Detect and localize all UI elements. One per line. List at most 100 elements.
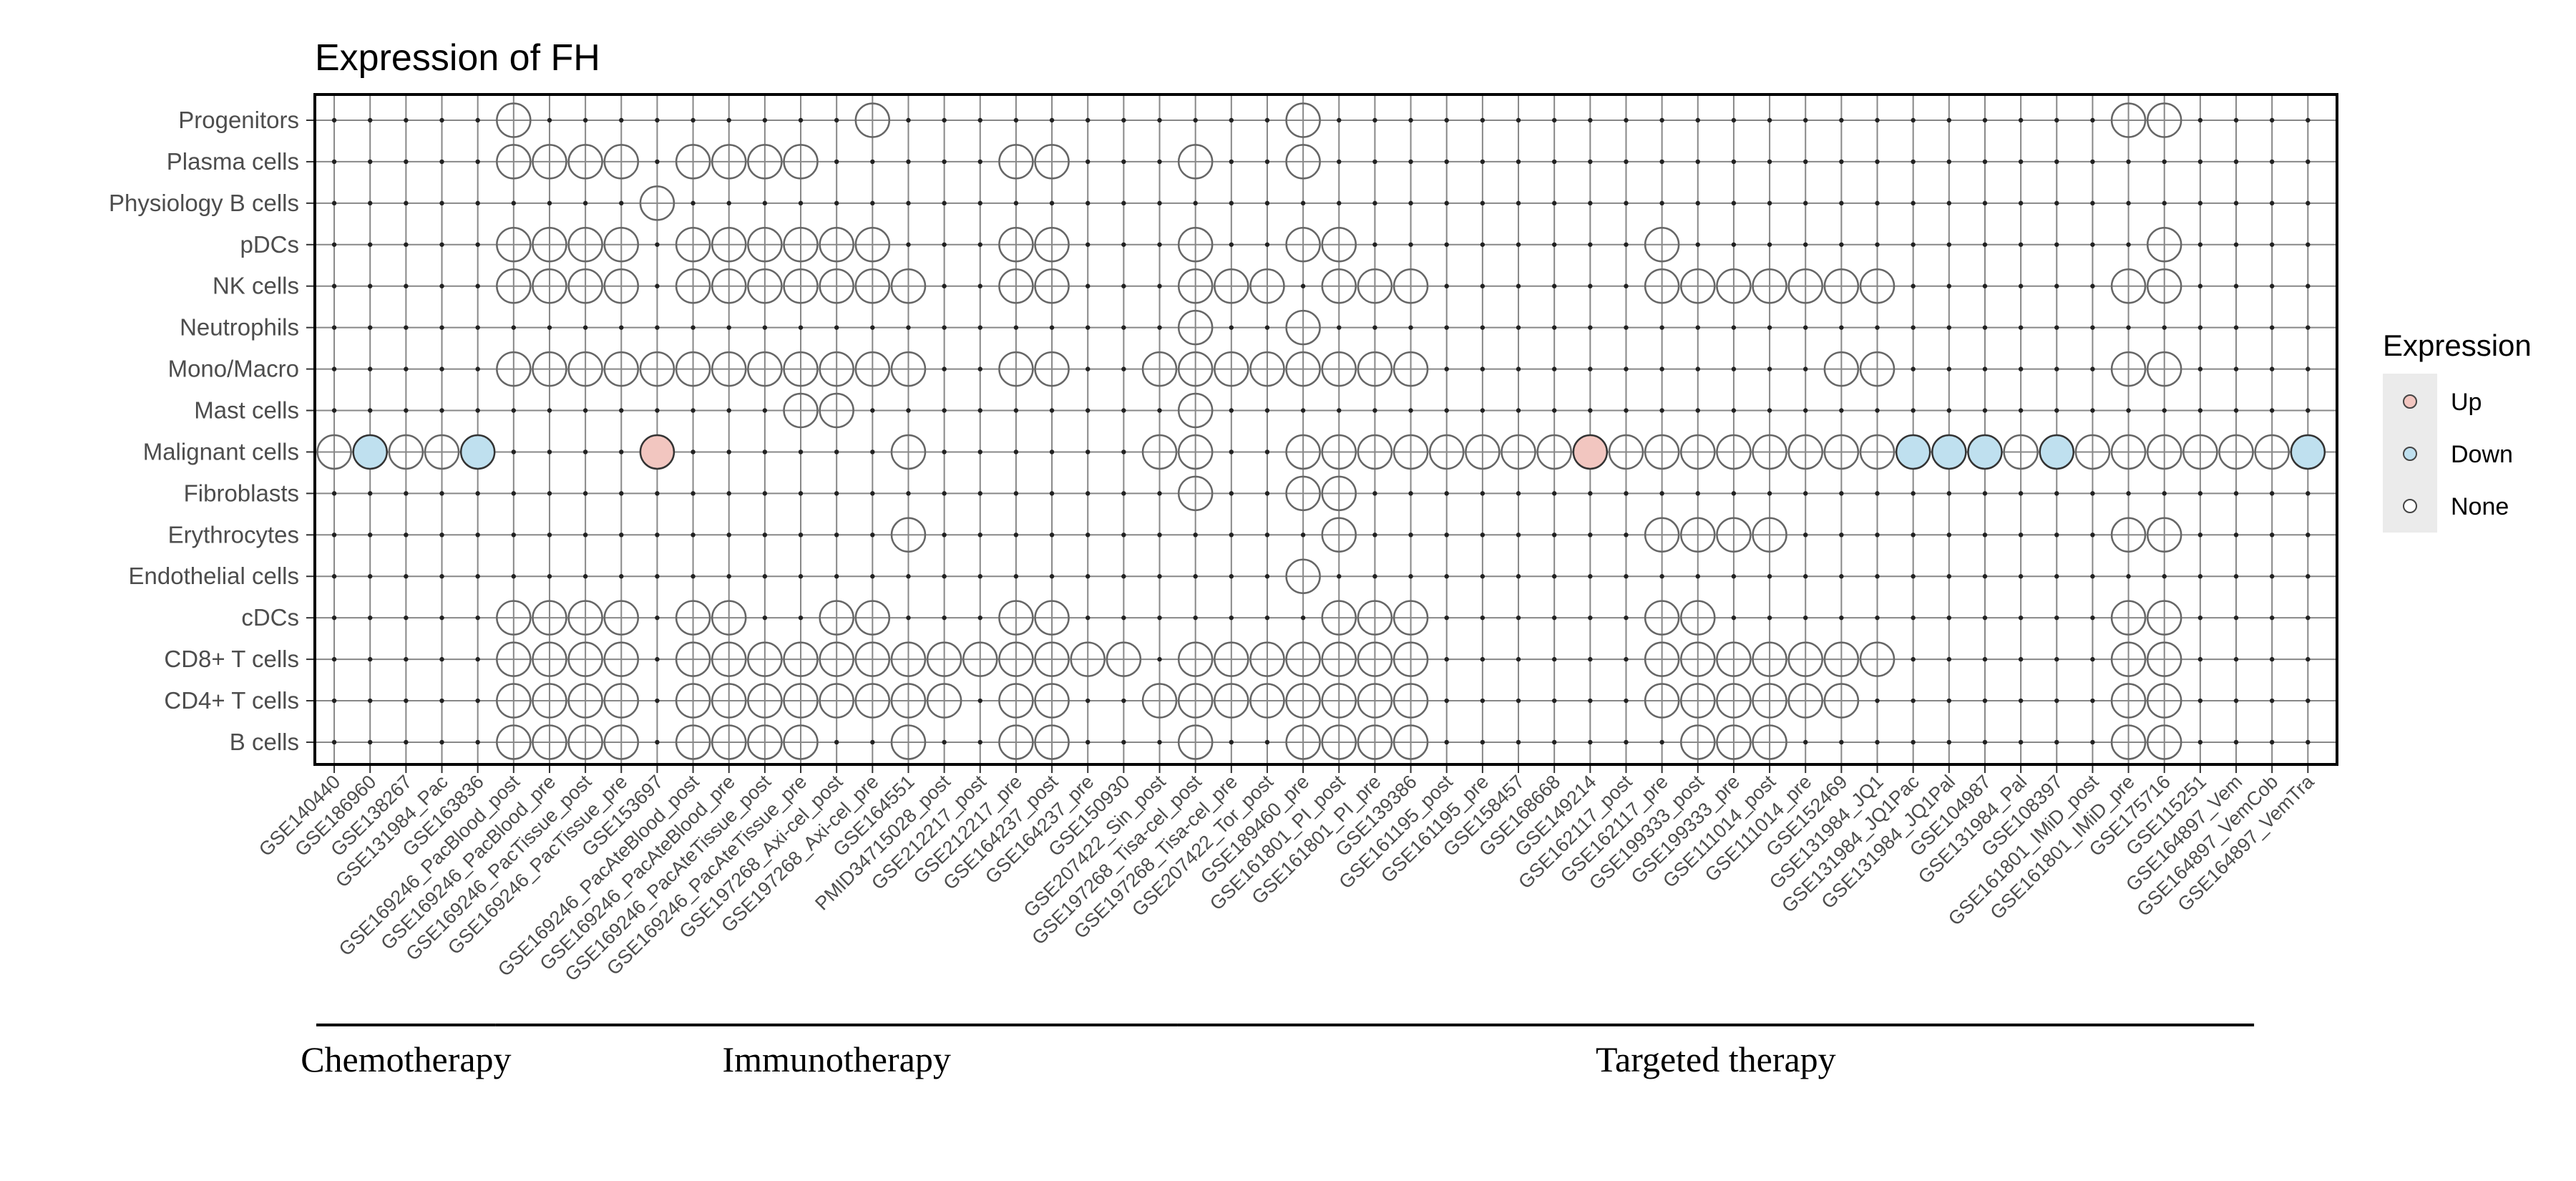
empty-point [2162, 325, 2167, 330]
empty-point [1767, 615, 1772, 621]
data-point [890, 351, 927, 387]
group-label: Chemotherapy [301, 1039, 511, 1079]
empty-point [2197, 117, 2203, 123]
empty-point [1839, 159, 1844, 165]
empty-point [655, 615, 660, 621]
empty-point [2126, 159, 2131, 165]
empty-point [1624, 739, 1629, 745]
empty-point [1300, 533, 1306, 538]
empty-point [1839, 325, 1844, 330]
empty-point [1516, 533, 1521, 538]
empty-point [1803, 242, 1808, 247]
empty-point [691, 200, 696, 206]
data-point [890, 683, 927, 719]
empty-point [1049, 200, 1055, 206]
data-point [675, 227, 711, 263]
data-point [532, 144, 567, 180]
data-point [603, 600, 640, 636]
empty-point [726, 408, 731, 413]
empty-point [1695, 200, 1700, 206]
data-point [675, 351, 711, 387]
empty-point [1372, 491, 1377, 496]
empty-point [1408, 117, 1413, 123]
empty-point [368, 739, 373, 745]
empty-point [475, 491, 480, 496]
empty-point [2233, 159, 2239, 165]
empty-point [1264, 615, 1270, 621]
data-point [2110, 102, 2147, 138]
data-point [1034, 724, 1070, 760]
empty-point [1551, 366, 1557, 371]
empty-point [331, 325, 337, 330]
data-point [1249, 268, 1285, 304]
empty-point [1121, 408, 1126, 413]
empty-point [368, 159, 373, 165]
data-point [747, 724, 783, 760]
empty-point [762, 491, 768, 496]
empty-point [1551, 325, 1557, 330]
empty-point [691, 533, 696, 538]
empty-point [404, 615, 409, 621]
empty-point [1551, 200, 1557, 206]
data-point [1106, 641, 1142, 677]
empty-point [977, 449, 982, 455]
empty-point [655, 574, 660, 579]
data-point [819, 600, 854, 636]
empty-point [547, 491, 552, 496]
empty-point [1767, 491, 1772, 496]
empty-point [619, 117, 624, 123]
empty-point [1875, 200, 1880, 206]
empty-point [331, 366, 337, 371]
empty-point [906, 615, 911, 621]
empty-point [1516, 283, 1521, 288]
empty-point [834, 533, 839, 538]
data-point [496, 268, 532, 304]
empty-point [404, 117, 409, 123]
data-point [1859, 434, 1896, 470]
data-point [1034, 641, 1070, 677]
empty-point [1300, 615, 1306, 621]
legend: Expression Up Down None [2383, 329, 2532, 533]
data-point [1680, 683, 1716, 719]
empty-point [1480, 698, 1485, 704]
empty-point [2018, 117, 2024, 123]
empty-point [1408, 159, 1413, 165]
empty-point [942, 574, 947, 579]
empty-point [1588, 615, 1593, 621]
empty-point [726, 574, 731, 579]
data-point [675, 724, 711, 760]
data-point [783, 144, 819, 180]
empty-point [1731, 366, 1737, 371]
empty-point [2018, 325, 2024, 330]
empty-point [1624, 533, 1629, 538]
empty-point [977, 242, 982, 247]
empty-point [1085, 117, 1091, 123]
data-point [1752, 641, 1787, 677]
empty-point [1803, 159, 1808, 165]
empty-point [475, 283, 480, 288]
x-axis-labels: GSE140440GSE186960GSE138267GSE131984_Pac… [255, 764, 2318, 986]
empty-point [1695, 408, 1700, 413]
data-point [496, 641, 532, 677]
empty-point [439, 533, 444, 538]
empty-point [439, 325, 444, 330]
y-tick-label: Malignant cells [143, 438, 299, 465]
data-point [388, 434, 424, 470]
empty-point [511, 533, 517, 538]
data-point [1141, 351, 1178, 387]
empty-point [906, 325, 911, 330]
empty-point [331, 615, 337, 621]
empty-point [870, 574, 875, 579]
y-tick-label: Endothelial cells [129, 563, 299, 589]
empty-point [2054, 408, 2059, 413]
empty-point [1157, 656, 1162, 662]
legend-key [2403, 447, 2417, 461]
empty-point [942, 117, 947, 123]
empty-point [762, 200, 768, 206]
empty-point [1588, 325, 1593, 330]
empty-point [404, 408, 409, 413]
empty-point [1013, 325, 1019, 330]
empty-point [1480, 574, 1485, 579]
empty-point [942, 159, 947, 165]
data-point [1501, 434, 1536, 470]
